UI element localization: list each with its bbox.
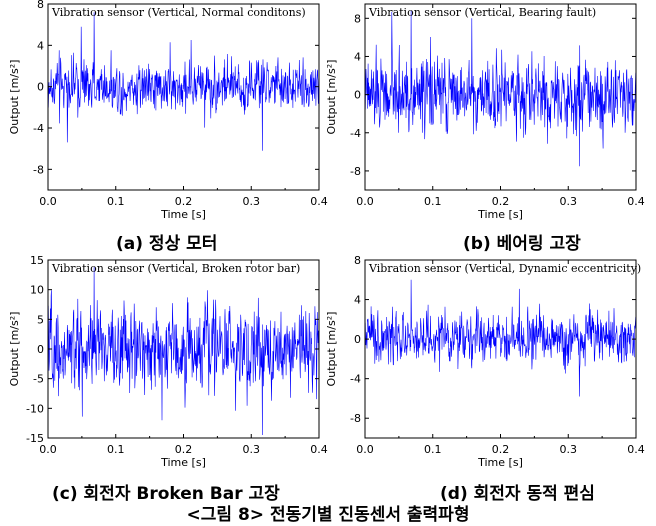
x-tick-label-a: 0.3 — [243, 195, 261, 208]
y-tick-label-b: 8 — [354, 12, 361, 25]
x-tick-label-d: 0.3 — [560, 443, 578, 456]
y-tick-label-d: 4 — [354, 294, 361, 307]
plot-title-b: Vibration sensor (Vertical, Bearing faul… — [368, 6, 596, 19]
x-axis-label-d: Time [s] — [477, 456, 523, 469]
x-tick-label-a: 0.0 — [39, 195, 57, 208]
y-tick-label-b: 4 — [354, 50, 361, 63]
x-tick-label-b: 0.4 — [627, 195, 645, 208]
y-tick-label-d: 0 — [354, 333, 361, 346]
signal-line-c — [47, 267, 320, 436]
x-tick-label-d: 0.2 — [492, 443, 510, 456]
caption-d: (d) 회전자 동적 편심 — [440, 484, 595, 504]
y-tick-label-c: 15 — [30, 254, 44, 267]
x-tick-label-c: 0.3 — [243, 443, 261, 456]
y-tick-label-a: 8 — [37, 0, 44, 11]
y-tick-label-b: 0 — [354, 89, 361, 102]
x-tick-label-b: 0.3 — [560, 195, 578, 208]
x-tick-label-a: 0.1 — [107, 195, 125, 208]
x-tick-label-c: 0.2 — [175, 443, 193, 456]
caption-a: (a) 정상 모터 — [116, 234, 218, 254]
x-axis-label-a: Time [s] — [160, 208, 206, 221]
y-tick-label-b: -8 — [350, 165, 361, 178]
x-tick-label-c: 0.0 — [39, 443, 57, 456]
y-tick-label-a: -4 — [33, 122, 44, 135]
x-tick-label-b: 0.2 — [492, 195, 510, 208]
x-tick-label-b: 0.0 — [356, 195, 374, 208]
y-tick-label-a: 4 — [37, 39, 44, 52]
y-tick-label-a: 0 — [37, 81, 44, 94]
x-tick-label-a: 0.4 — [310, 195, 328, 208]
y-tick-label-d: 8 — [354, 254, 361, 267]
y-tick-label-c: 10 — [30, 284, 44, 297]
x-tick-label-a: 0.2 — [175, 195, 193, 208]
plot-title-d: Vibration sensor (Vertical, Dynamic ecce… — [368, 262, 641, 275]
plot-title-a: Vibration sensor (Vertical, Normal condi… — [51, 6, 306, 19]
x-axis-label-b: Time [s] — [477, 208, 523, 221]
x-tick-label-d: 0.0 — [356, 443, 374, 456]
x-tick-label-d: 0.1 — [424, 443, 442, 456]
plot-title-c: Vibration sensor (Vertical, Broken rotor… — [51, 262, 300, 275]
y-tick-label-a: -8 — [33, 163, 44, 176]
y-tick-label-c: 0 — [37, 343, 44, 356]
figure-caption: <그림 8> 전동기별 진동센서 출력파형 — [186, 505, 470, 525]
y-tick-label-c: -15 — [26, 432, 44, 445]
x-tick-label-c: 0.4 — [310, 443, 328, 456]
caption-b: (b) 베어링 고장 — [463, 234, 581, 254]
y-tick-label-c: -10 — [26, 402, 44, 415]
x-axis-label-c: Time [s] — [160, 456, 206, 469]
y-axis-label-d: Output [m/s²] — [325, 312, 338, 387]
signal-line-b — [364, 10, 637, 167]
caption-c: (c) 회전자 Broken Bar 고장 — [52, 484, 280, 504]
signal-line-a — [47, 12, 320, 151]
y-axis-label-b: Output [m/s²] — [325, 60, 338, 135]
signal-line-d — [364, 279, 637, 397]
y-tick-label-d: -4 — [350, 373, 361, 386]
x-tick-label-b: 0.1 — [424, 195, 442, 208]
x-tick-label-c: 0.1 — [107, 443, 125, 456]
y-tick-label-d: -8 — [350, 412, 361, 425]
y-tick-label-c: 5 — [37, 313, 44, 326]
y-axis-label-c: Output [m/s²] — [8, 312, 21, 387]
y-axis-label-a: Output [m/s²] — [8, 60, 21, 135]
x-tick-label-d: 0.4 — [627, 443, 645, 456]
y-tick-label-c: -5 — [33, 373, 44, 386]
y-tick-label-b: -4 — [350, 127, 361, 140]
